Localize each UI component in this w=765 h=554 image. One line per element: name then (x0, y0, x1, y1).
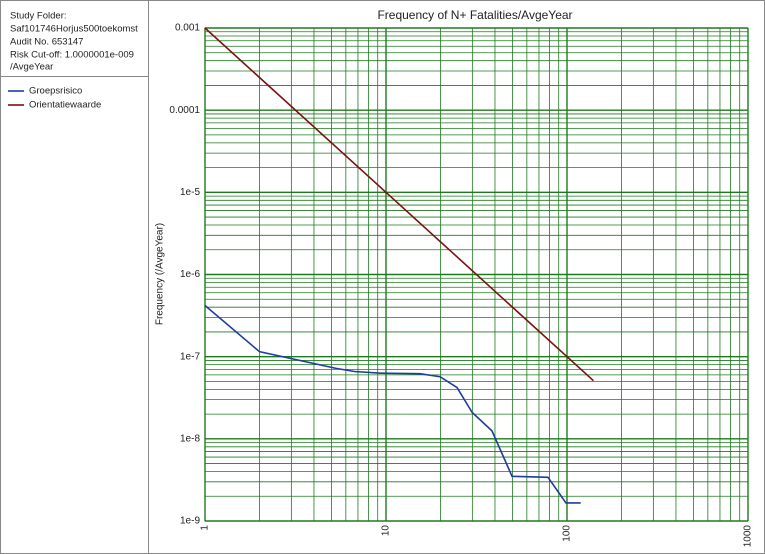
info-line: Study Folder: (10, 11, 67, 22)
x-tick-label: 1000 (743, 525, 754, 548)
series-line (204, 27, 594, 382)
legend-label: Groepsrisico (29, 86, 82, 97)
chart-title: Frequency of N+ Fatalities/AvgeYear (377, 8, 572, 22)
x-tick-label: 10 (381, 525, 392, 537)
series-line (204, 304, 581, 504)
y-tick-label: 0.001 (175, 23, 200, 34)
info-panel: Study Folder: Saf101746Horjus500toekomst… (0, 0, 149, 554)
y-axis-label: Frequency (/AvgeYear) (155, 223, 166, 325)
info-line: Saf101746Horjus500toekomst (10, 24, 138, 35)
info-line: Audit No. 653147 (10, 37, 83, 48)
info-line: Risk Cut-off: 1.0000001e-009 (10, 50, 134, 61)
y-tick-label: 0.0001 (169, 105, 200, 116)
y-tick-label: 1e-9 (180, 516, 200, 527)
x-tick-label: 1 (200, 525, 211, 531)
y-tick-label: 1e-6 (180, 269, 200, 280)
x-tick-label: 100 (562, 525, 573, 542)
y-tick-label: 1e-7 (180, 351, 200, 362)
y-tick-label: 1e-5 (180, 187, 200, 198)
info-line: /AvgeYear (10, 62, 53, 73)
y-tick-label: 1e-8 (180, 433, 200, 444)
legend-label: Orientatiewaarde (29, 100, 101, 111)
